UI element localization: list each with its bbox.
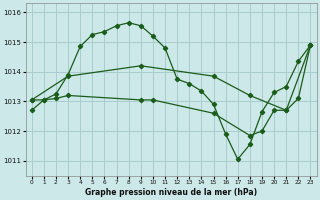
X-axis label: Graphe pression niveau de la mer (hPa): Graphe pression niveau de la mer (hPa): [85, 188, 257, 197]
